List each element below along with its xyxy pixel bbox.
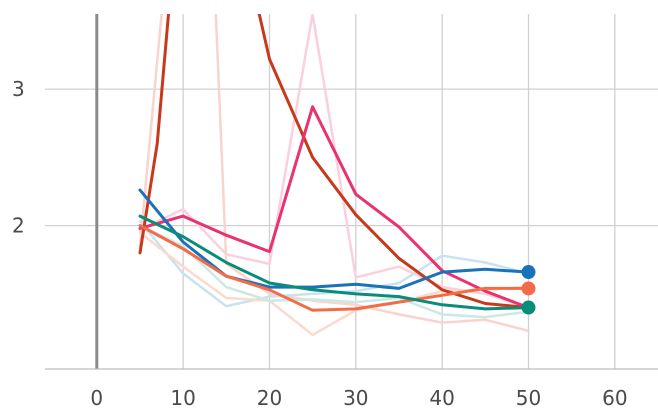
x-tick-labels: 0 10 20 30 40 50 60: [90, 386, 627, 410]
endpoint-marker-2: [521, 281, 536, 296]
x-tick-label: 10: [170, 386, 195, 410]
endpoint-marker-3: [521, 300, 536, 315]
x-tick-label: 50: [516, 386, 541, 410]
series-line-10: [138, 214, 530, 311]
series-line-3: [138, 220, 530, 308]
y-tick-label: 3: [12, 77, 25, 101]
series-layer: [138, 14, 530, 337]
series-line-5: [138, 224, 530, 319]
x-tick-label: 20: [257, 386, 282, 410]
series-line-9: [138, 224, 530, 312]
series-line-2: [138, 14, 530, 333]
series-line-7: [138, 105, 530, 310]
series-line-1: [138, 14, 530, 309]
y-tick-labels: 23: [12, 77, 25, 238]
endpoint-markers: [521, 265, 536, 315]
x-tick-label: 30: [343, 386, 368, 410]
y-tick-label: 2: [12, 214, 25, 238]
grid-lines: [45, 14, 658, 369]
series-line-8: [138, 188, 530, 290]
x-tick-label: 60: [602, 386, 627, 410]
x-tick-label: 40: [429, 386, 454, 410]
x-tick-label: 0: [90, 386, 103, 410]
endpoint-marker-1: [521, 265, 536, 280]
